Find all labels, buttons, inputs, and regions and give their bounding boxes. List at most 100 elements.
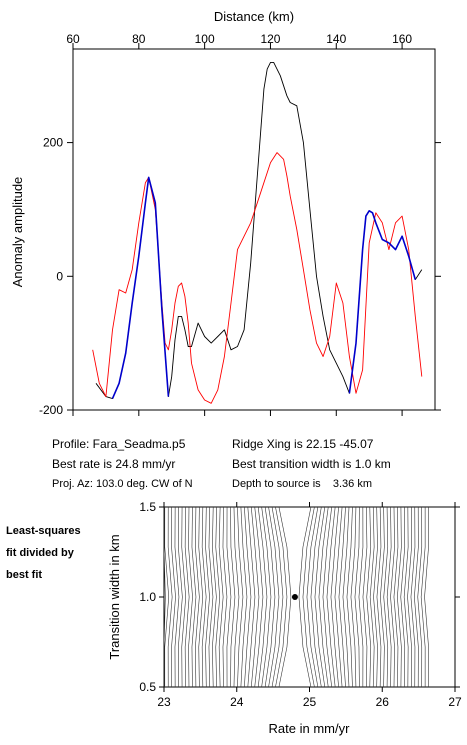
- y-tick-label: 1.0: [139, 590, 156, 604]
- contour-line: [198, 506, 204, 688]
- contour-line: [310, 506, 322, 688]
- projection-azimuth: Proj. Az: 103.0 deg. CW of N: [52, 478, 193, 490]
- contour-line: [420, 506, 426, 688]
- model-line: [92, 152, 423, 404]
- contour-line: [318, 506, 329, 688]
- observed-line: [95, 61, 423, 400]
- contour-line: [250, 506, 260, 688]
- contour-line: [403, 506, 409, 688]
- fit-segment-line: [111, 176, 170, 399]
- contour-line: [342, 506, 350, 688]
- contour-line: [244, 506, 252, 688]
- contour-line: [254, 506, 264, 688]
- x-tick-label: 140: [326, 32, 346, 46]
- contour-line: [346, 506, 353, 688]
- x-tick-label: 80: [132, 32, 146, 46]
- contour-line: [314, 506, 326, 688]
- x-tick-label: 23: [157, 695, 171, 709]
- contour-line: [195, 506, 200, 688]
- x-tick-label: 25: [303, 695, 317, 709]
- contour-axis-ticks: 23 24 25 26 27 0.5 1.0 1.5: [139, 500, 462, 709]
- contour-line: [407, 506, 412, 688]
- y-tick-label: 0.5: [139, 680, 156, 694]
- contour-line: [215, 506, 221, 688]
- contour-line: [414, 506, 419, 688]
- contour-line: [181, 506, 187, 688]
- contour-line: [326, 506, 336, 688]
- contour-line: [257, 506, 268, 688]
- anomaly-axis-ticks: 60 80 100 120 140 160 -200 0 200: [39, 32, 441, 417]
- x-tick-label: 24: [230, 695, 244, 709]
- contour-line: [226, 506, 232, 688]
- contour-line: [334, 506, 343, 688]
- contour-line: [230, 506, 236, 688]
- misfit-contour-chart: 23 24 25 26 27 0.5 1.0 1.5 Rate in mm/yr Transi…: [107, 500, 462, 736]
- y-tick-label: 0: [56, 269, 63, 283]
- contour-line: [171, 506, 176, 688]
- y-tick-label: 1.5: [139, 500, 156, 514]
- x-tick-label: 160: [392, 32, 412, 46]
- contour-line: [302, 506, 315, 688]
- best-fit-marker: [291, 594, 298, 600]
- contour-line: [358, 506, 364, 688]
- anomaly-chart-frame: [72, 48, 436, 411]
- contour-line: [205, 506, 210, 688]
- contour-line: [178, 506, 183, 688]
- contour-note: Least-squares fit divided by best fit: [6, 520, 81, 586]
- contour-line: [393, 506, 399, 688]
- contour-line: [164, 506, 170, 688]
- contour-line: [366, 506, 372, 688]
- x-tick-label: 26: [376, 695, 390, 709]
- best-rate: Best rate is 24.8 mm/yr: [52, 457, 176, 471]
- contour-line: [275, 506, 288, 688]
- contour-line: [201, 506, 207, 688]
- contour-x-axis-label: Rate in mm/yr: [269, 721, 351, 736]
- contour-line: [184, 506, 190, 688]
- contour-line: [261, 506, 272, 688]
- contour-line: [247, 506, 256, 688]
- contour-line: [417, 506, 423, 688]
- contour-note-line: Least-squares: [6, 525, 81, 537]
- contour-line: [218, 506, 224, 688]
- contour-y-axis-label: Transition width in km: [107, 534, 122, 659]
- y-tick-label: 200: [43, 136, 63, 150]
- ridge-crossing: Ridge Xing is 22.15 -45.07: [232, 437, 374, 451]
- contour-line: [298, 506, 312, 688]
- x-tick-label: 120: [260, 32, 280, 46]
- contour-line: [424, 506, 429, 688]
- contour-line: [383, 506, 389, 688]
- contour-line: [278, 506, 292, 688]
- contour-line: [410, 506, 416, 688]
- contour-line: [354, 506, 360, 688]
- contour-line: [306, 506, 319, 688]
- profile-name: Profile: Fara_Seadma.p5: [52, 437, 186, 451]
- contour-line: [191, 506, 197, 688]
- contour-line: [188, 506, 193, 688]
- contour-line: [400, 506, 406, 688]
- contour-line: [233, 506, 240, 688]
- contour-line: [174, 506, 180, 688]
- contour-line: [222, 506, 228, 688]
- contour-line: [167, 506, 173, 688]
- contour-line: [237, 506, 244, 688]
- contour-line: [240, 506, 248, 688]
- contour-line: [373, 506, 378, 688]
- contour-line: [397, 506, 402, 688]
- contour-note-line: best fit: [6, 569, 43, 581]
- contour-note-line: fit divided by: [6, 547, 74, 559]
- best-transition-width: Best transition width is 1.0 km: [232, 457, 391, 471]
- contour-line: [386, 506, 392, 688]
- contour-line: [362, 506, 368, 688]
- anomaly-x-axis-label: Distance (km): [214, 9, 294, 24]
- misfit-contours: [163, 506, 429, 688]
- contour-line: [338, 506, 346, 688]
- x-tick-label: 27: [448, 695, 462, 709]
- anomaly-series: [92, 61, 423, 404]
- contour-line: [268, 506, 280, 688]
- y-tick-label: -200: [39, 403, 63, 417]
- contour-line: [380, 506, 385, 688]
- source-depth: Depth to source is 3.36 km: [232, 478, 373, 490]
- contour-line: [322, 506, 333, 688]
- x-tick-label: 100: [195, 32, 215, 46]
